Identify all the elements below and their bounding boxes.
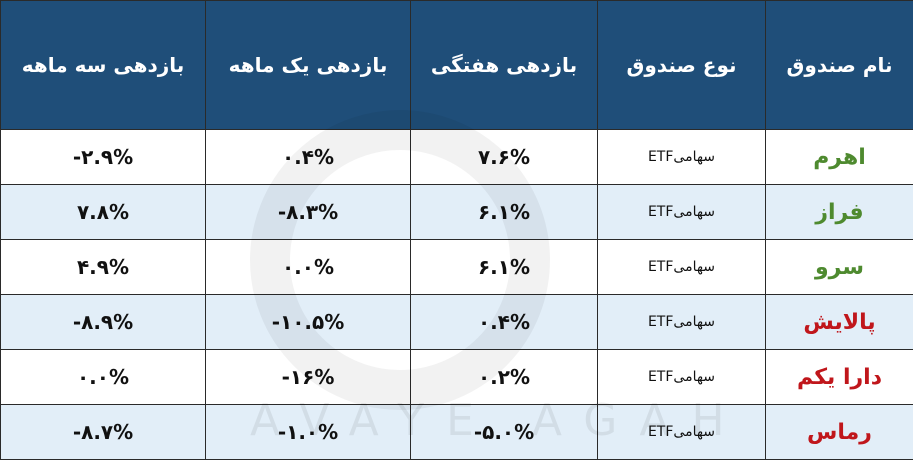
return-cell: ۴.۹% — [0, 239, 206, 295]
table-row: پالایش سهامیETF ۰.۴% -۱۰.۵% -۸.۹% — [0, 294, 913, 350]
table-row: رماس سهامیETF -۵.۰% -۱.۰% -۸.۷% — [0, 404, 913, 460]
return-cell: -۸.۳% — [205, 184, 411, 240]
fund-name: فراز — [765, 184, 913, 240]
return-cell: -۵.۰% — [410, 404, 598, 460]
return-cell: -۸.۷% — [0, 404, 206, 460]
table-row: فراز سهامیETF ۶.۱% -۸.۳% ۷.۸% — [0, 184, 913, 240]
fund-name: سرو — [765, 239, 913, 295]
fund-name: دارا یکم — [765, 349, 913, 405]
header-cell: بازدهی سه ماهه — [0, 0, 206, 130]
fund-name: رماس — [765, 404, 913, 460]
return-cell: -۱.۰% — [205, 404, 411, 460]
return-cell: ۰.۰% — [205, 239, 411, 295]
header-cell: نام صندوق — [765, 0, 913, 130]
header-row: نام صندوق نوع صندوق بازدهی هفتگی بازدهی یک … — [0, 0, 913, 130]
return-cell: ۷.۶% — [410, 129, 598, 185]
return-cell: -۱۶% — [205, 349, 411, 405]
header-cell: بازدهی هفتگی — [410, 0, 598, 130]
table-body: اهرم سهامیETF ۷.۶% ۰.۴% -۲.۹% فراز سهامیETF ۶.۱… — [0, 129, 913, 460]
fund-type: سهامیETF — [597, 129, 766, 185]
return-cell: ۰.۴% — [205, 129, 411, 185]
header-cell: بازدهی یک ماهه — [205, 0, 411, 130]
table-row: اهرم سهامیETF ۷.۶% ۰.۴% -۲.۹% — [0, 129, 913, 185]
return-cell: -۲.۹% — [0, 129, 206, 185]
table-row: سرو سهامیETF ۶.۱% ۰.۰% ۴.۹% — [0, 239, 913, 295]
fund-type: سهامیETF — [597, 294, 766, 350]
return-cell: ۰.۲% — [410, 349, 598, 405]
return-cell: -۸.۹% — [0, 294, 206, 350]
return-cell: ۰.۰% — [0, 349, 206, 405]
fund-name: پالایش — [765, 294, 913, 350]
fund-type: سهامیETF — [597, 184, 766, 240]
return-cell: ۶.۱% — [410, 184, 598, 240]
header-cell: نوع صندوق — [597, 0, 766, 130]
fund-name: اهرم — [765, 129, 913, 185]
return-cell: ۷.۸% — [0, 184, 206, 240]
return-cell: -۱۰.۵% — [205, 294, 411, 350]
return-cell: ۶.۱% — [410, 239, 598, 295]
table-row: دارا یکم سهامیETF ۰.۲% -۱۶% ۰.۰% — [0, 349, 913, 405]
fund-type: سهامیETF — [597, 404, 766, 460]
fund-type: سهامیETF — [597, 239, 766, 295]
fund-type: سهامیETF — [597, 349, 766, 405]
return-cell: ۰.۴% — [410, 294, 598, 350]
